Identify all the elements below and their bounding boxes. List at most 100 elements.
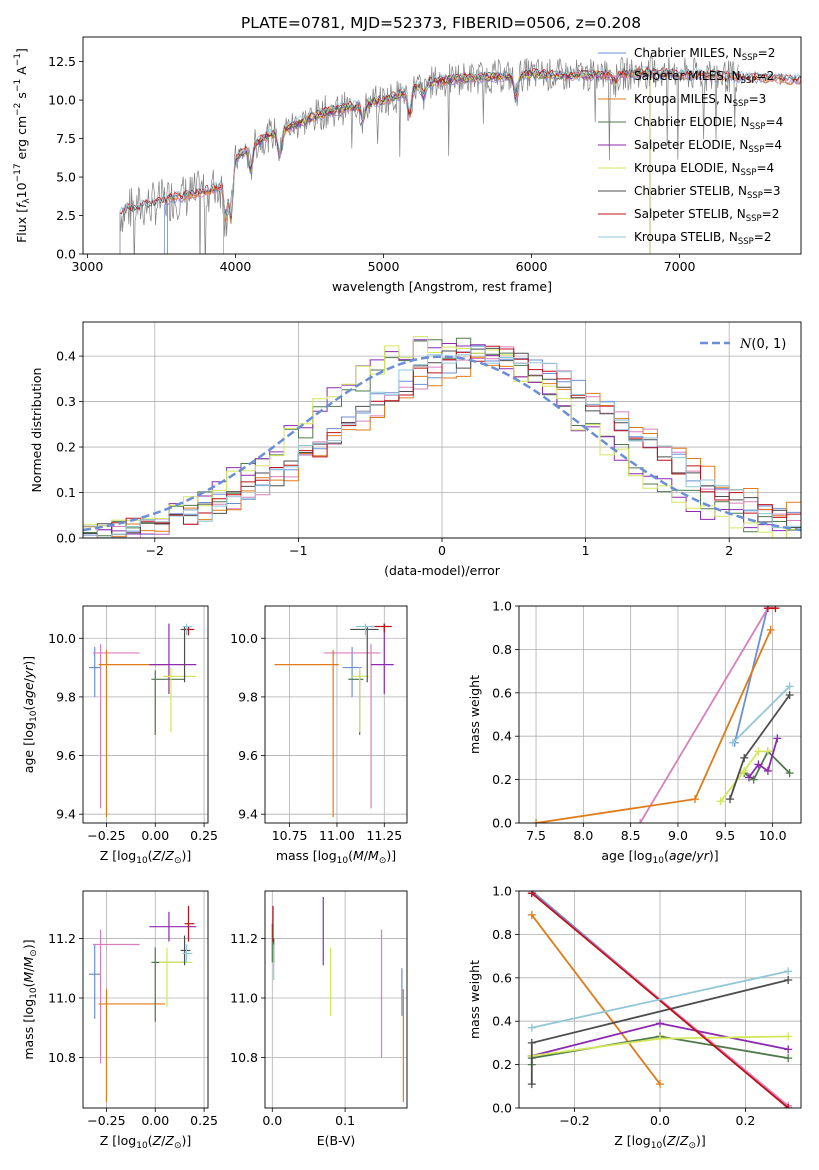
weight-marker: [527, 891, 536, 898]
weight-line: [748, 738, 779, 778]
histogram-step: [83, 339, 801, 538]
weight-series: [728, 682, 794, 747]
plot-area: [83, 336, 801, 538]
plot-area: [271, 896, 404, 1103]
weight-marker: [728, 738, 737, 747]
spectrum-legend: Chabrier MILES, NSSP=2 Salpeter MILES, NS…: [598, 46, 783, 247]
weight-marker: [784, 975, 793, 984]
data-point: [98, 989, 166, 1103]
x-tick-label: 7.5: [526, 828, 546, 843]
weight-marker: [784, 1054, 793, 1063]
x-tick-label: 0.1: [335, 1113, 355, 1128]
y-tick-label: 0.8: [492, 927, 512, 942]
y-tick-label: 9.6: [238, 748, 258, 763]
x-axis-label: E(B-V): [317, 1133, 356, 1148]
y-tick-label: 0.3: [56, 394, 76, 409]
data-point: [149, 911, 197, 942]
weight-line: [719, 750, 768, 802]
weight-series: [532, 625, 775, 823]
mass-age-panel: 10.75 11.00 11.25 9.4 9.6 9.8 10.0 mass [log10(…: [230, 605, 408, 866]
y-tick-label: 12.5: [48, 54, 76, 69]
data-point: [163, 667, 197, 733]
histogram-step: [83, 356, 801, 538]
legend-entry: Salpeter ELODIE, NSSP=4: [634, 138, 782, 155]
metallicity-weight-panel: −0.2 0.0 0.2 0.0 0.2 0.4 0.6 0.8 1.0 Z [log10(Z/Z…: [467, 884, 802, 1151]
y-tick-label: 2.5: [56, 208, 76, 223]
weight-line: [639, 607, 769, 823]
x-tick-label: −0.2: [559, 1113, 589, 1128]
x-axis-label: Z [log10(Z/Z⊙)]: [100, 848, 192, 866]
weight-marker: [532, 819, 541, 823]
x-tick-label: 7000: [664, 259, 696, 274]
y-tick-label: 9.8: [56, 689, 76, 704]
extinction-mass-panel: 0.0 0.1 10.8 11.0 11.2 E(B-V): [230, 890, 408, 1148]
x-axis-label: mass [log10(M/M⊙)]: [276, 848, 396, 866]
data-point: [352, 667, 370, 733]
weight-line: [535, 629, 772, 823]
weight-marker: [785, 682, 794, 691]
plot-area: [88, 905, 197, 1103]
data-point: [348, 670, 364, 736]
y-tick-label: 11.2: [230, 931, 258, 946]
gaussian-reference-line: [83, 355, 801, 532]
data-point: [88, 944, 101, 1019]
weight-marker: [784, 1045, 793, 1054]
x-tick-label: 0.0: [262, 1113, 282, 1128]
plot-area: [119, 55, 801, 254]
model-spectrum-line: [223, 67, 651, 254]
axis-ticks: −0.25 0.00 0.25 9.4 9.6 9.8 10.0: [48, 631, 218, 843]
y-tick-label: 9.4: [238, 807, 258, 822]
histogram-step: [83, 346, 801, 538]
x-tick-label: −0.25: [87, 1113, 125, 1128]
data-point: [88, 647, 101, 697]
y-axis-label: mass weight: [467, 960, 482, 1039]
legend-entry: Kroupa MILES, NSSP=3: [634, 92, 766, 109]
axis-ticks: 7.5 8.0 8.5 9.0 9.5 10.0 0.0 0.2 0.4 0.6 0.8 1.0: [492, 599, 786, 844]
x-tick-label: 10.75: [272, 828, 308, 843]
grid: [265, 606, 407, 823]
weight-marker: [726, 795, 735, 804]
x-tick-label: 8.0: [573, 828, 593, 843]
data-point: [182, 623, 193, 636]
x-tick-label: 0.2: [736, 1113, 756, 1128]
x-tick-label: 8.5: [621, 828, 641, 843]
x-tick-label: 0.00: [141, 1113, 169, 1128]
plot-area: [88, 623, 197, 818]
weight-marker: [785, 769, 794, 778]
grid: [265, 891, 407, 1108]
y-tick-label: 9.6: [56, 748, 76, 763]
weight-marker: [749, 775, 758, 784]
y-tick-label: 0.0: [56, 531, 76, 546]
weight-line: [732, 685, 791, 744]
y-tick-label: 0.2: [492, 772, 512, 787]
y-axis-label: mass [log10(M/M⊙)]: [21, 939, 39, 1059]
x-tick-label: 10.0: [759, 828, 787, 843]
data-point: [184, 905, 195, 942]
metallicity-age-panel: −0.25 0.00 0.25 9.4 9.6 9.8 10.0 Z [log10(Z/Z⊙)…: [21, 605, 218, 866]
x-tick-label: 11.00: [319, 828, 355, 843]
weight-series: [527, 975, 793, 1089]
x-axis-label: age [log10(age/yr)]: [601, 848, 718, 866]
x-axis-label: (data-model)/error: [384, 563, 501, 578]
x-tick-label: 2: [725, 543, 733, 558]
axes-frame: [264, 605, 408, 824]
weight-line: [729, 694, 791, 800]
residual-histogram-panel: −2 −1 0 1 2 0.0 0.1 0.2 0.3 0.4 (data-model)/error…: [29, 321, 802, 578]
weight-marker: [527, 1080, 536, 1089]
weight-marker: [656, 1019, 664, 1028]
plot-area: [274, 623, 394, 818]
x-tick-label: 0.0: [650, 1113, 670, 1128]
x-tick-label: 4000: [220, 259, 252, 274]
weight-line: [531, 892, 789, 1108]
weight-series: [744, 734, 782, 782]
data-point: [149, 623, 197, 694]
y-tick-label: 10.0: [48, 93, 76, 108]
data-point: [151, 670, 185, 736]
y-axis-label: age [log10(age/yr)]: [21, 656, 39, 773]
y-tick-label: 0.0: [492, 816, 512, 831]
data-point: [350, 626, 379, 683]
legend-entry: Salpeter STELIB, NSSP=2: [634, 207, 779, 224]
y-tick-label: 0.2: [492, 1057, 512, 1072]
model-spectrum-line: [119, 66, 801, 254]
axes-frame: [518, 890, 802, 1109]
